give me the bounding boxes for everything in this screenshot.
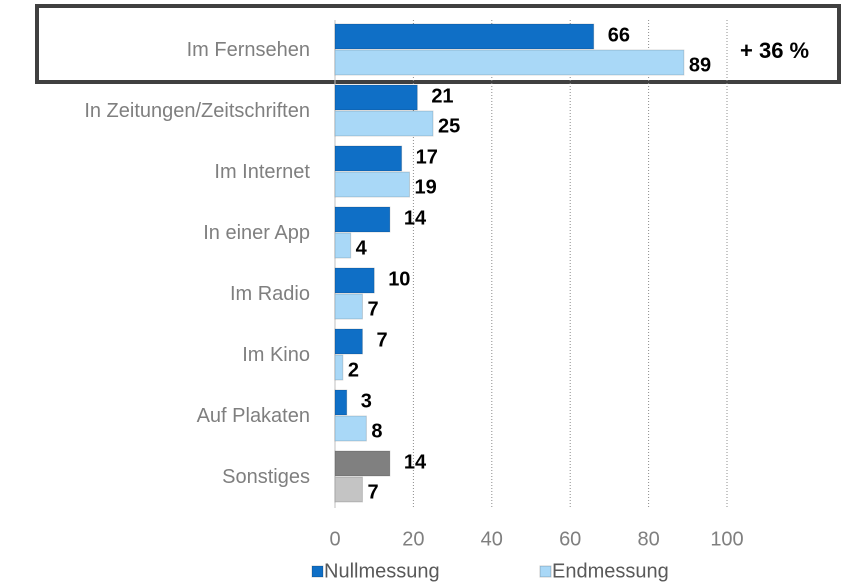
data-label: 7 [367, 298, 378, 320]
data-label: 7 [376, 329, 387, 351]
x-tick-label: 20 [402, 528, 424, 550]
bar [334, 23, 595, 50]
legend-label: Endmessung [552, 560, 669, 582]
data-label: 4 [356, 237, 368, 259]
annotation: + 36 % [740, 38, 809, 63]
bar [334, 232, 352, 259]
category-label: Im Radio [230, 283, 310, 305]
category-label: Im Kino [242, 344, 310, 366]
data-label: 14 [404, 451, 427, 473]
data-label: 8 [371, 420, 382, 442]
bar [334, 476, 363, 503]
bar [334, 84, 418, 111]
x-tick-label: 0 [329, 528, 340, 550]
data-label: 17 [416, 146, 438, 168]
category-label: Sonstiges [222, 466, 310, 488]
bar [334, 415, 367, 442]
category-label: Auf Plakaten [197, 405, 310, 427]
highlight-box [35, 4, 841, 84]
x-tick-label: 40 [481, 528, 503, 550]
bar [334, 206, 391, 233]
data-label: 19 [414, 176, 436, 198]
data-label: 7 [367, 481, 378, 503]
data-label: 66 [608, 24, 630, 46]
legend-marker [311, 565, 324, 578]
legend-marker [539, 565, 552, 578]
category-label: In einer App [203, 222, 310, 244]
x-tick-label: 100 [710, 528, 743, 550]
bar [334, 328, 363, 355]
data-label: 2 [348, 359, 359, 381]
x-tick-label: 60 [559, 528, 581, 550]
bar [334, 110, 434, 137]
bar [334, 49, 685, 76]
bar [334, 267, 375, 294]
bar [334, 293, 363, 320]
category-label: In Zeitungen/Zeitschriften [84, 100, 310, 122]
bar [334, 354, 344, 381]
x-tick-label: 80 [637, 528, 659, 550]
data-label: 89 [689, 54, 711, 76]
bar [334, 171, 410, 198]
data-label: 25 [438, 115, 460, 137]
category-label: Im Internet [214, 161, 310, 183]
data-label: 10 [388, 268, 410, 290]
legend-label: Nullmessung [324, 560, 440, 582]
data-label: 14 [404, 207, 427, 229]
category-label: Im Fernsehen [187, 39, 310, 61]
data-label: 21 [431, 85, 453, 107]
bar [334, 145, 403, 172]
bar [334, 450, 391, 477]
data-label: 3 [361, 390, 372, 412]
bar [334, 389, 348, 416]
